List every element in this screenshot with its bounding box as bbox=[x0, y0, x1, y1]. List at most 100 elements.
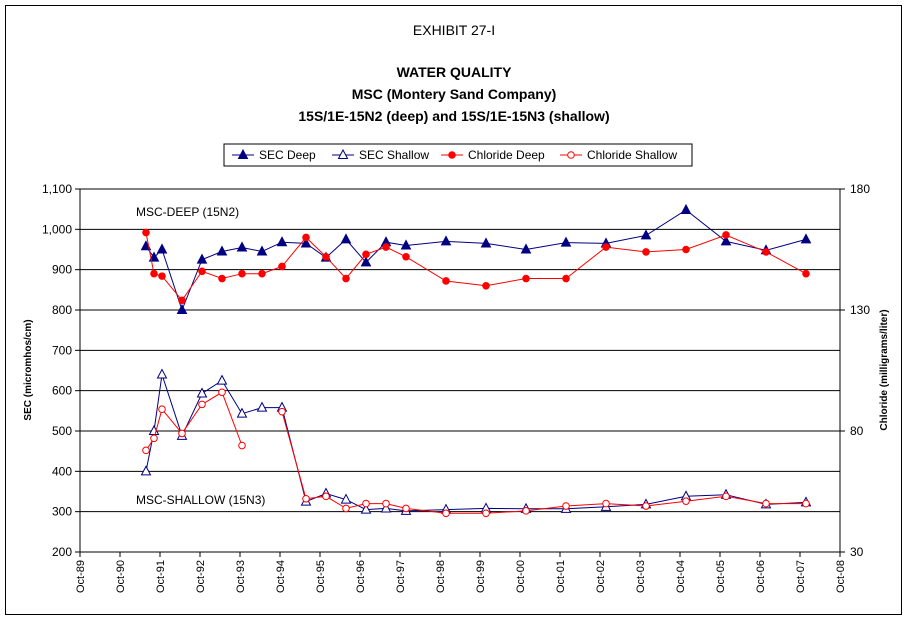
y-left-tick-label: 700 bbox=[52, 343, 72, 357]
data-point bbox=[178, 429, 186, 438]
x-tick-label: Oct-91 bbox=[155, 560, 167, 593]
data-point bbox=[337, 148, 349, 159]
data-point bbox=[342, 274, 350, 283]
data-point bbox=[520, 243, 532, 254]
data-point bbox=[236, 407, 248, 418]
data-point bbox=[800, 233, 812, 244]
data-point bbox=[482, 282, 490, 290]
data-point bbox=[340, 493, 352, 504]
x-tick-label: Oct-97 bbox=[395, 560, 407, 593]
x-tick-label: Oct-94 bbox=[275, 560, 287, 593]
data-point bbox=[448, 151, 456, 159]
data-point bbox=[442, 509, 450, 518]
data-point bbox=[567, 151, 575, 159]
x-tick-label: Oct-06 bbox=[755, 560, 767, 593]
data-point bbox=[340, 233, 352, 244]
data-point bbox=[602, 499, 610, 508]
data-point bbox=[196, 387, 208, 398]
legend-item-label: Chloride Deep bbox=[468, 148, 545, 162]
data-point bbox=[156, 368, 168, 379]
data-point bbox=[156, 243, 168, 254]
x-tick-label: Oct-01 bbox=[555, 560, 567, 593]
x-tick-label: Oct-89 bbox=[75, 560, 87, 593]
data-point bbox=[238, 269, 246, 278]
data-point bbox=[802, 499, 810, 508]
data-point bbox=[640, 229, 652, 240]
data-point bbox=[602, 243, 610, 251]
legend-item-label: Chloride Shallow bbox=[587, 148, 677, 162]
y-right-tick-label: 80 bbox=[850, 424, 864, 438]
data-point bbox=[680, 203, 692, 214]
data-point bbox=[140, 465, 152, 476]
x-tick-label: Oct-03 bbox=[635, 560, 647, 593]
data-point bbox=[158, 272, 166, 280]
data-point bbox=[256, 245, 268, 256]
data-point bbox=[302, 233, 310, 242]
x-tick-label: Oct-08 bbox=[835, 560, 847, 593]
y-right-tick-label: 180 bbox=[850, 182, 870, 196]
data-point bbox=[362, 250, 370, 259]
series-line bbox=[145, 374, 807, 512]
data-point bbox=[176, 303, 188, 314]
data-point bbox=[362, 499, 370, 508]
data-point bbox=[360, 503, 372, 514]
data-point bbox=[762, 248, 770, 256]
x-tick-label: Oct-00 bbox=[515, 560, 527, 593]
axes: 200 300 400 500 600 700 800 900 1,000 1,100 30 80 13… bbox=[42, 182, 870, 593]
data-point bbox=[216, 374, 228, 385]
data-point bbox=[198, 267, 206, 276]
data-point bbox=[276, 236, 288, 247]
data-point bbox=[562, 502, 570, 510]
x-tick-label: Oct-04 bbox=[675, 560, 687, 593]
data-point bbox=[322, 492, 330, 501]
x-tick-label: Oct-96 bbox=[355, 560, 367, 593]
data-point bbox=[218, 388, 226, 397]
data-point bbox=[258, 269, 266, 278]
data-point bbox=[196, 253, 208, 264]
data-point bbox=[762, 499, 770, 508]
exhibit-label: EXHIBIT 27-I bbox=[413, 22, 495, 38]
annotation-deep: MSC-DEEP (15N2) bbox=[136, 205, 239, 219]
series-layer bbox=[140, 203, 812, 518]
data-point bbox=[442, 277, 450, 285]
data-point bbox=[382, 499, 390, 508]
data-point bbox=[178, 296, 186, 305]
x-tick-label: Oct-95 bbox=[315, 560, 327, 593]
data-point bbox=[216, 245, 228, 256]
y-right-tick-label: 130 bbox=[850, 303, 870, 317]
annotation-shallow: MSC-SHALLOW (15N3) bbox=[136, 493, 265, 507]
data-point bbox=[722, 492, 730, 501]
data-point bbox=[150, 269, 158, 278]
y-axis-left-label: SEC (micromhos/cm) bbox=[23, 319, 34, 420]
data-point bbox=[218, 274, 226, 283]
data-point bbox=[322, 252, 330, 261]
data-point bbox=[142, 228, 150, 237]
data-point bbox=[278, 407, 286, 416]
data-point bbox=[482, 509, 490, 518]
y-left-tick-label: 1,100 bbox=[42, 182, 72, 196]
data-point bbox=[158, 405, 166, 414]
data-point bbox=[300, 237, 312, 248]
data-point bbox=[522, 274, 530, 283]
x-tick-label: Oct-90 bbox=[115, 560, 127, 593]
data-point bbox=[402, 504, 410, 513]
chart-frame bbox=[5, 5, 902, 615]
y-left-tick-label: 900 bbox=[52, 263, 72, 277]
y-left-tick-label: 200 bbox=[52, 545, 72, 559]
data-point bbox=[400, 239, 412, 250]
data-point bbox=[720, 235, 732, 246]
x-tick-label: Oct-02 bbox=[595, 560, 607, 593]
data-point bbox=[142, 446, 150, 455]
y-left-tick-label: 800 bbox=[52, 303, 72, 317]
data-point bbox=[480, 237, 492, 248]
data-point bbox=[722, 231, 730, 239]
y-left-tick-label: 1,000 bbox=[42, 222, 72, 236]
data-point bbox=[560, 236, 572, 247]
data-point bbox=[402, 252, 410, 261]
data-point bbox=[342, 504, 350, 513]
series-line bbox=[145, 391, 243, 451]
data-point bbox=[382, 243, 390, 251]
data-point bbox=[198, 400, 206, 409]
x-tick-label: Oct-92 bbox=[195, 560, 207, 593]
